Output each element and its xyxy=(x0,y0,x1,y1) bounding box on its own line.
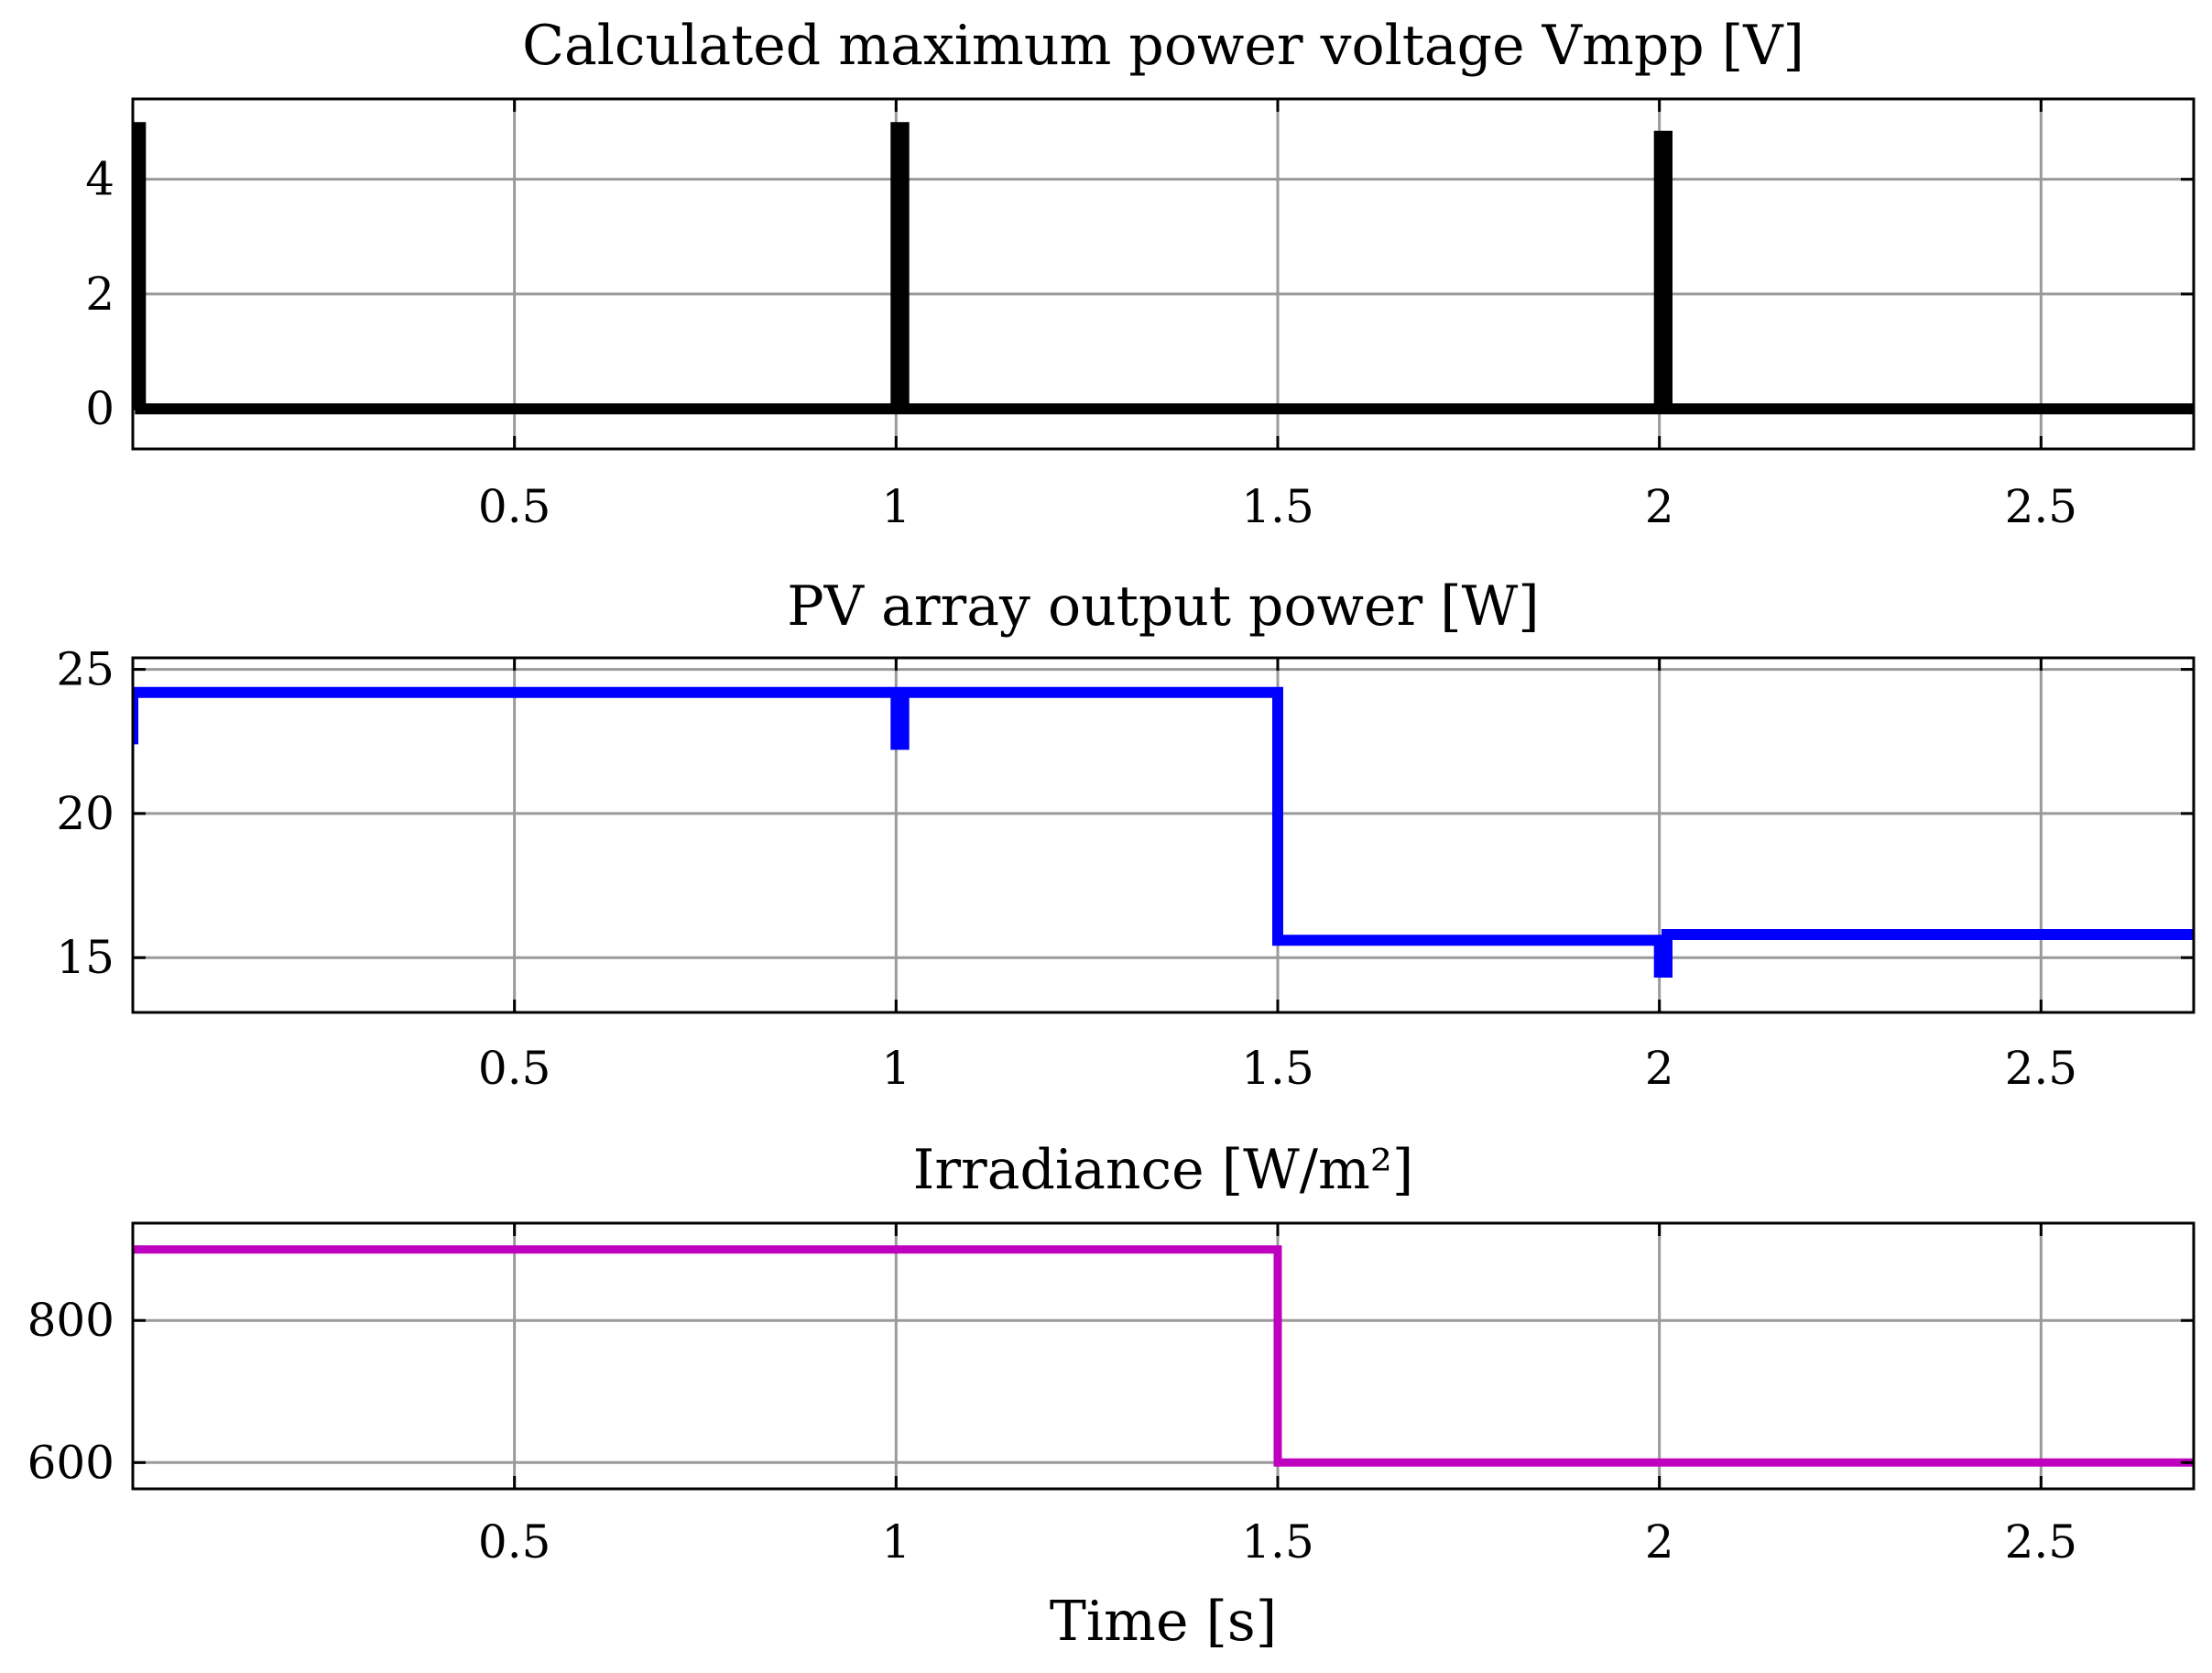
x-tick-label: 1 xyxy=(881,480,910,533)
series-line-irradiance xyxy=(133,1245,2194,1467)
panel-title: PV array output power [W] xyxy=(787,574,1539,639)
series-line-pv-power xyxy=(133,686,2194,978)
x-tick-label: 2 xyxy=(1645,480,1674,533)
x-tick-label: 1 xyxy=(881,1515,910,1569)
plot-frame xyxy=(131,1221,2196,1491)
x-tick-label: 1.5 xyxy=(1241,1515,1314,1569)
x-tick-label: 2.5 xyxy=(2005,480,2078,533)
pv-power-panel: PV array output power [W] 0.5 1 1.5 2 2.5 15 20… xyxy=(56,574,2196,1095)
plot-frame xyxy=(131,656,2196,1014)
y-tick-label: 0 xyxy=(85,382,114,435)
vmpp-panel: Calculated maximum power voltage Vmpp [V… xyxy=(85,14,2196,533)
plot-frame xyxy=(131,97,2196,451)
y-tick-label: 4 xyxy=(85,153,114,206)
y-tick-label: 20 xyxy=(56,787,114,840)
x-tick-label: 0.5 xyxy=(478,480,551,533)
x-tick-label: 1.5 xyxy=(1241,1042,1314,1095)
x-tick-label: 0.5 xyxy=(478,1515,551,1569)
y-tick-label: 600 xyxy=(27,1436,114,1489)
y-tick-label: 25 xyxy=(56,643,114,696)
x-tick-label: 2 xyxy=(1645,1042,1674,1095)
y-tick-label: 2 xyxy=(85,268,114,321)
x-tick-label: 2 xyxy=(1645,1515,1674,1569)
x-tick-label: 2.5 xyxy=(2005,1515,2078,1569)
irradiance-panel: Irradiance [W/m²] 0.5 1 1.5 2 2.5 600 800 Time [… xyxy=(27,1138,2196,1654)
series-line-vmpp xyxy=(133,122,2194,415)
y-tick-label: 15 xyxy=(56,931,114,984)
panel-title: Calculated maximum power voltage Vmpp [V… xyxy=(522,14,1804,78)
y-tick-label: 800 xyxy=(27,1294,114,1347)
panel-title: Irradiance [W/m²] xyxy=(913,1138,1414,1202)
x-tick-label: 0.5 xyxy=(478,1042,551,1095)
x-tick-label: 1.5 xyxy=(1241,480,1314,533)
x-axis-label: Time [s] xyxy=(1050,1590,1277,1654)
x-tick-label: 1 xyxy=(881,1042,910,1095)
x-tick-label: 2.5 xyxy=(2005,1042,2078,1095)
